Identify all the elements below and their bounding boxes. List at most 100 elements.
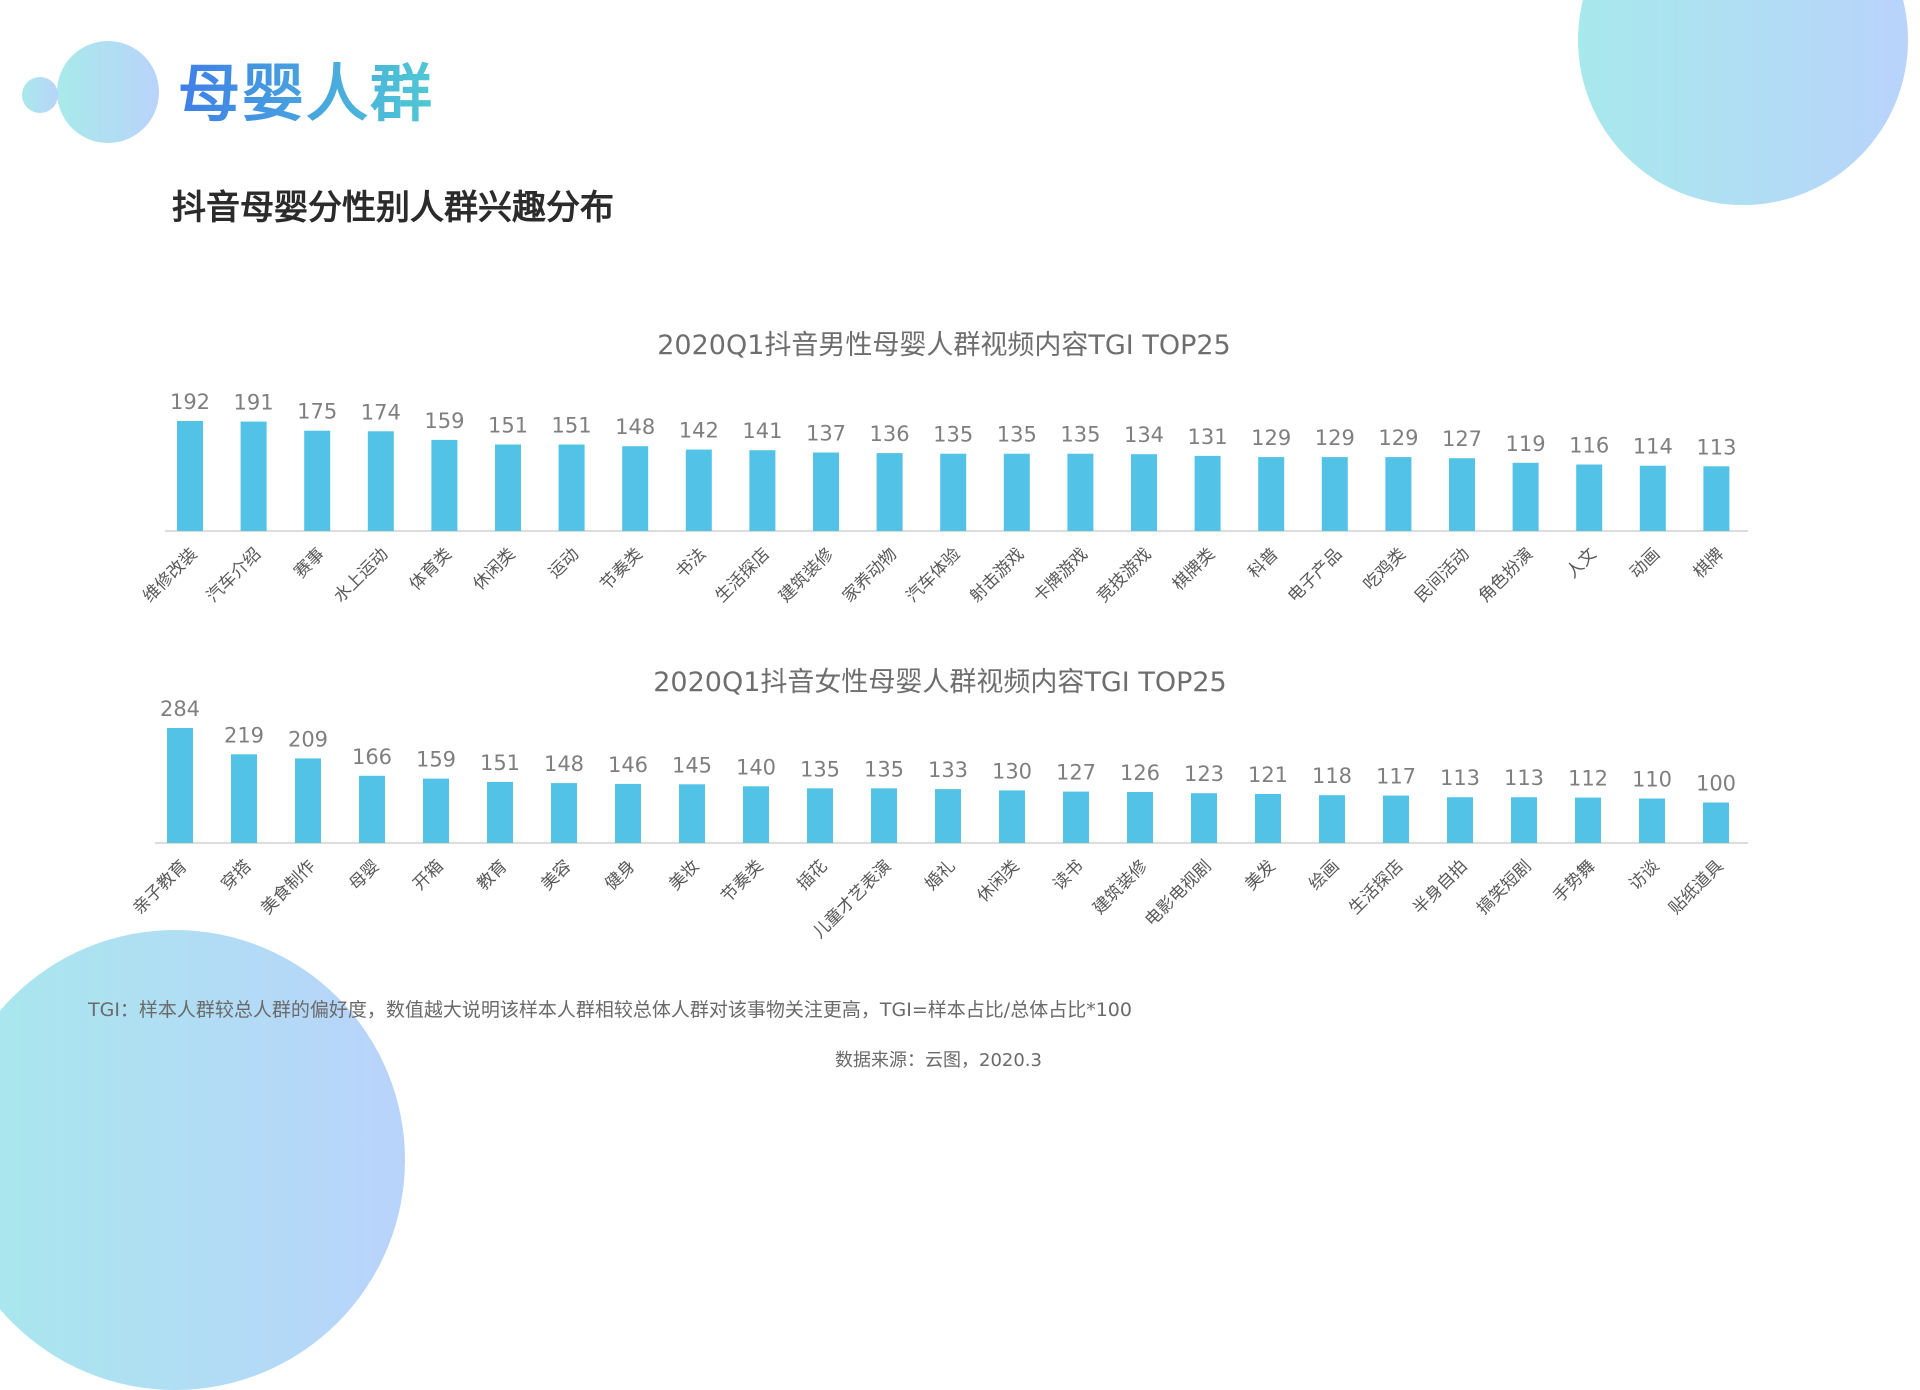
value-label: 134: [1124, 423, 1164, 447]
category-label: 贴纸道具: [1665, 856, 1727, 918]
value-label: 129: [1315, 426, 1355, 450]
category-label: 家养动物: [839, 544, 901, 606]
value-label: 127: [1442, 427, 1482, 451]
category-label: 手势舞: [1549, 856, 1599, 906]
category-label: 水上运动: [330, 544, 392, 606]
category-label: 体育类: [406, 544, 456, 594]
value-label: 110: [1632, 768, 1672, 792]
category-label: 赛事: [290, 544, 329, 583]
bar: [935, 789, 961, 843]
category-label: 建筑装修: [1089, 856, 1151, 918]
bar: [1063, 791, 1089, 843]
category-label: 节奏类: [717, 856, 767, 906]
value-label: 113: [1504, 766, 1544, 790]
value-label: 142: [679, 419, 719, 443]
bar: [871, 788, 897, 843]
category-label: 棋牌类: [1169, 544, 1219, 594]
value-label: 127: [1056, 761, 1096, 785]
bar: [743, 786, 769, 843]
value-label: 113: [1440, 766, 1480, 790]
value-label: 141: [742, 419, 782, 443]
value-label: 135: [1060, 423, 1100, 447]
bar: [1576, 464, 1603, 531]
bar: [807, 788, 833, 843]
title-decor-circle-large: [57, 41, 159, 143]
category-label: 动画: [1626, 544, 1664, 582]
bar: [1131, 454, 1157, 531]
category-label: 美容: [537, 856, 575, 894]
category-label: 吃鸡类: [1360, 544, 1410, 594]
value-label: 112: [1568, 767, 1608, 791]
category-label: 访谈: [1625, 856, 1663, 894]
value-label: 129: [1251, 426, 1291, 450]
value-label: 140: [736, 755, 776, 779]
title-decor-circle-small: [22, 77, 58, 113]
bar: [615, 783, 641, 843]
category-label: 书法: [672, 544, 710, 582]
value-label: 100: [1696, 772, 1736, 796]
value-label: 151: [488, 414, 528, 438]
category-label: 棋牌: [1690, 544, 1728, 582]
category-label: 射击游戏: [966, 544, 1028, 606]
bar: [940, 453, 967, 531]
value-label: 114: [1633, 435, 1673, 459]
bar: [1703, 802, 1729, 843]
value-label: 219: [224, 723, 264, 747]
value-label: 121: [1248, 763, 1288, 787]
bar: [231, 754, 257, 843]
value-label: 191: [234, 391, 274, 415]
bar: [1255, 794, 1281, 843]
category-label: 生活探店: [712, 544, 774, 606]
category-label: 电子产品: [1284, 544, 1346, 606]
bar: [1703, 466, 1730, 531]
chart-title: 2020Q1抖音女性母婴人群视频内容TGI TOP25: [653, 667, 1227, 698]
bar: [167, 728, 193, 843]
value-label: 123: [1184, 762, 1224, 786]
category-label: 休闲类: [973, 856, 1023, 906]
bar: [1258, 457, 1285, 531]
value-label: 136: [870, 422, 910, 446]
bar: [1449, 458, 1475, 531]
bar: [551, 783, 577, 843]
bar: [1512, 462, 1539, 531]
bar: [367, 431, 394, 531]
bar: [999, 790, 1025, 843]
value-label: 133: [928, 758, 968, 782]
value-label: 145: [672, 753, 712, 777]
bar: [495, 444, 521, 531]
bar: [431, 439, 458, 531]
category-label: 科普: [1245, 544, 1283, 582]
bar: [240, 421, 267, 531]
category-label: 竞技游戏: [1093, 544, 1155, 606]
value-label: 148: [544, 752, 584, 776]
bar: [1191, 793, 1217, 843]
value-label: 126: [1120, 761, 1160, 785]
value-label: 284: [160, 697, 200, 721]
bar: [1194, 455, 1221, 531]
value-label: 118: [1312, 764, 1352, 788]
bar: [1447, 797, 1473, 843]
category-label: 美妆: [665, 856, 703, 894]
category-label: 穿搭: [217, 856, 255, 894]
value-label: 135: [933, 423, 973, 447]
value-label: 119: [1506, 432, 1546, 456]
value-label: 174: [361, 400, 401, 424]
value-label: 146: [608, 753, 648, 777]
value-label: 192: [170, 390, 210, 414]
category-label: 读书: [1049, 856, 1087, 894]
category-label: 绘画: [1305, 856, 1343, 894]
bar: [1003, 453, 1030, 531]
category-label: 节奏类: [597, 544, 647, 594]
bar: [1127, 792, 1153, 843]
bar: [749, 450, 776, 531]
category-label: 汽车体验: [903, 544, 965, 606]
value-label: 159: [416, 748, 456, 772]
category-label: 维修改装: [139, 544, 201, 606]
bar: [1319, 795, 1345, 843]
category-label: 婚礼: [921, 856, 959, 894]
category-label: 母婴: [345, 856, 383, 894]
bar-series: 284 亲子教育 219 穿搭 209 美食制作 166 母婴 159 开箱 151 教育 148 美容 1…: [129, 697, 1736, 943]
value-label: 113: [1696, 435, 1736, 459]
category-label: 插花: [793, 856, 831, 894]
category-label: 建筑装修: [775, 544, 837, 606]
